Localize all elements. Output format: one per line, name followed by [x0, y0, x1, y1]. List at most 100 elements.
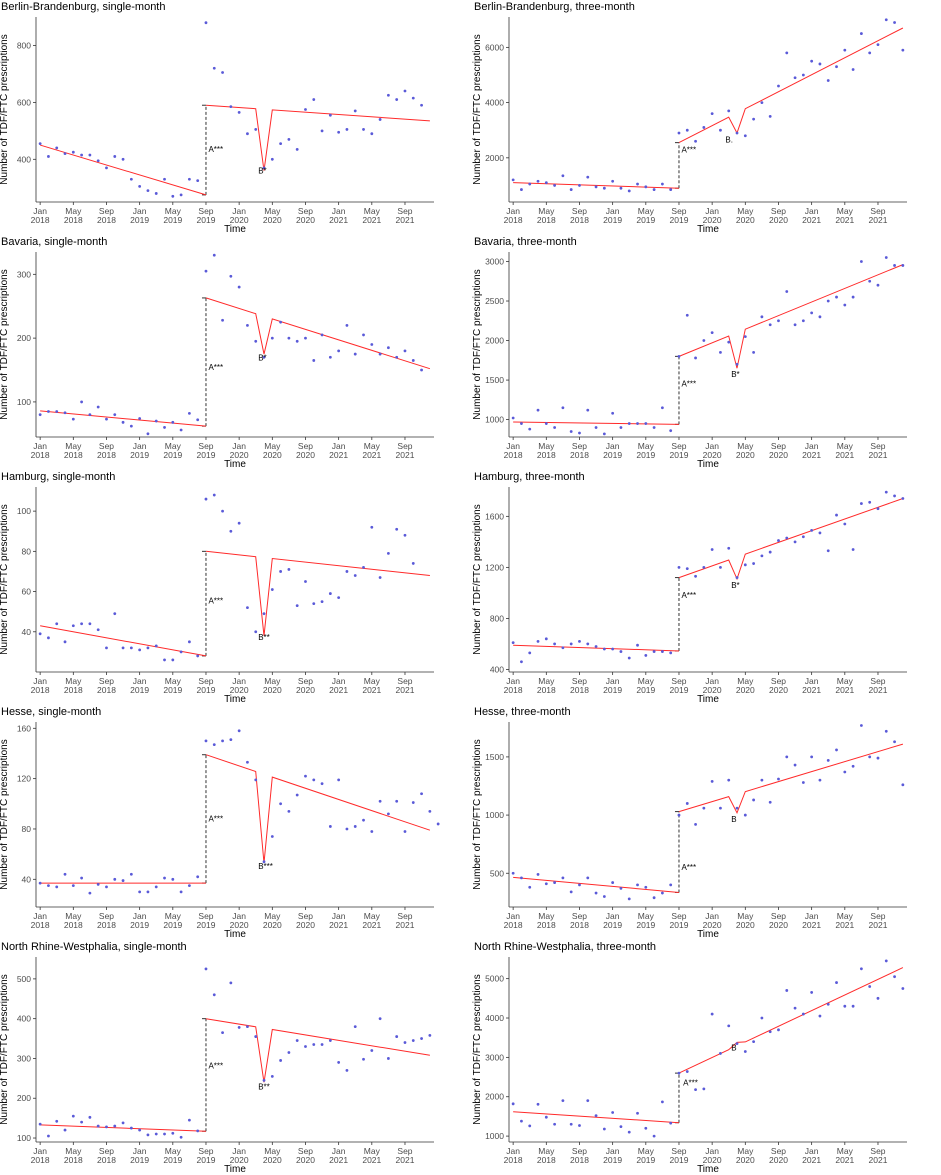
- data-point: [669, 651, 673, 655]
- pre-trend-line: [513, 421, 679, 425]
- y-tick-label: 80: [22, 546, 32, 556]
- data-point: [154, 644, 158, 648]
- data-point: [55, 885, 59, 889]
- data-point: [901, 264, 905, 267]
- x-tick-label-year: 2020: [703, 685, 722, 695]
- post-trend-line: [205, 754, 431, 864]
- data-point: [677, 131, 681, 135]
- pre-trend-line: [513, 876, 680, 893]
- annotation-label: A***: [681, 145, 696, 154]
- x-tick-label-year: 2020: [703, 215, 722, 225]
- data-point: [154, 885, 158, 889]
- data-point: [287, 336, 291, 340]
- x-tick-label-month: Jan: [133, 1146, 147, 1156]
- x-tick-label-year: 2018: [97, 685, 116, 695]
- data-point: [411, 359, 415, 362]
- y-tick-label: 100: [17, 1133, 31, 1143]
- x-tick-label-month: Sep: [671, 676, 686, 686]
- panel-title: Berlin-Brandenburg, three-month: [474, 1, 635, 13]
- data-point: [859, 502, 863, 505]
- data-point: [246, 606, 249, 610]
- data-point: [295, 339, 299, 343]
- data-point: [154, 1132, 158, 1136]
- data-point: [403, 89, 407, 93]
- x-tick-label-month: May: [364, 1146, 381, 1156]
- data-point: [818, 315, 822, 319]
- data-point: [96, 628, 100, 632]
- data-point: [138, 1128, 142, 1132]
- y-axis-title: Number of TDF/FTC prescriptions: [0, 269, 10, 419]
- data-point: [304, 108, 307, 111]
- x-tick-label-month: Sep: [870, 911, 885, 921]
- y-tick-label: 1000: [485, 415, 504, 425]
- data-point: [793, 76, 797, 80]
- data-point: [801, 73, 805, 77]
- y-tick-label: 4000: [485, 1013, 504, 1023]
- x-tick-label-month: May: [65, 1146, 82, 1156]
- data-point: [536, 1102, 540, 1106]
- data-point: [403, 533, 407, 537]
- data-point: [669, 429, 673, 433]
- x-tick-label-month: May: [538, 911, 555, 921]
- annotation-label: B*: [731, 581, 739, 590]
- x-tick-label-year: 2021: [396, 450, 415, 460]
- x-tick-label-year: 2018: [64, 1155, 83, 1165]
- data-point: [586, 1099, 590, 1103]
- data-point: [312, 359, 316, 362]
- data-point: [163, 1132, 166, 1136]
- data-point: [386, 346, 390, 350]
- data-point: [187, 177, 191, 181]
- data-point: [138, 184, 142, 188]
- x-tick-label-year: 2020: [769, 1155, 788, 1165]
- data-point: [395, 355, 399, 359]
- data-point: [71, 417, 75, 421]
- x-tick-label-year: 2020: [296, 1155, 315, 1165]
- data-point: [644, 185, 648, 189]
- x-tick-label-year: 2021: [362, 215, 381, 225]
- data-point: [312, 98, 316, 101]
- data-point: [578, 1124, 581, 1127]
- data-point: [719, 565, 722, 569]
- y-tick-label: 800: [490, 613, 504, 623]
- y-axis-title: Number of TDF/FTC prescriptions: [0, 504, 10, 654]
- data-point: [511, 178, 515, 182]
- data-point: [163, 876, 166, 880]
- data-point: [685, 802, 689, 805]
- data-point: [88, 153, 92, 157]
- data-point: [171, 194, 175, 198]
- x-tick-label-year: 2019: [130, 215, 149, 225]
- x-tick-label-year: 2018: [64, 920, 83, 930]
- data-point: [38, 1122, 42, 1126]
- x-tick-label-month: Sep: [99, 676, 114, 686]
- data-point: [627, 1130, 631, 1134]
- data-point: [196, 1129, 200, 1133]
- x-tick-label-month: Jan: [805, 911, 819, 921]
- data-point: [436, 822, 440, 826]
- data-point: [760, 315, 764, 319]
- data-point: [511, 416, 515, 420]
- data-point: [353, 1025, 357, 1029]
- x-tick-label-month: Sep: [572, 911, 587, 921]
- x-axis-title: Time: [224, 459, 246, 470]
- x-tick-label-year: 2020: [296, 685, 315, 695]
- data-point: [636, 643, 639, 647]
- data-point: [694, 1088, 697, 1092]
- x-tick-label-year: 2021: [869, 1155, 888, 1165]
- x-axis-title: Time: [697, 224, 719, 235]
- data-point: [411, 96, 415, 100]
- data-point: [826, 758, 830, 762]
- x-tick-label-month: May: [165, 1146, 182, 1156]
- data-point: [851, 764, 855, 768]
- data-point: [893, 494, 896, 498]
- data-point: [627, 897, 631, 901]
- x-tick-label-month: Sep: [198, 911, 213, 921]
- x-tick-label-month: May: [837, 911, 854, 921]
- x-tick-label-month: Jan: [506, 441, 520, 451]
- x-tick-label-month: Jan: [606, 441, 620, 451]
- y-tick-label: 400: [17, 154, 31, 164]
- data-point: [884, 959, 888, 963]
- data-point: [735, 1042, 739, 1045]
- x-tick-label-year: 2018: [31, 685, 50, 695]
- data-point: [669, 188, 673, 191]
- data-point: [270, 336, 274, 340]
